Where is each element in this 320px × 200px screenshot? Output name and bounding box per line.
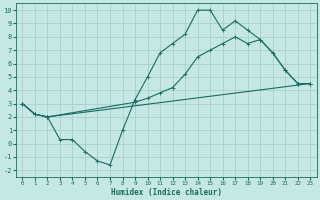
X-axis label: Humidex (Indice chaleur): Humidex (Indice chaleur) — [111, 188, 222, 197]
